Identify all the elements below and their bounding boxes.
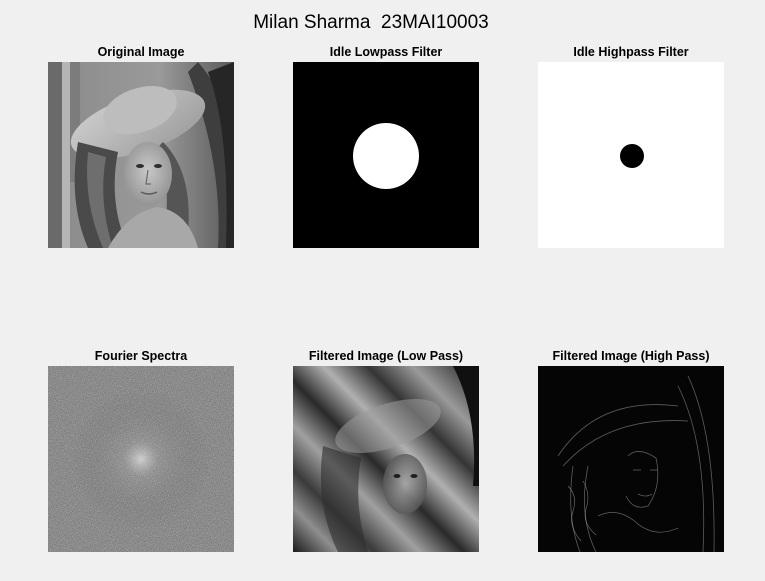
highpass-result-title: Filtered Image (High Pass) — [552, 349, 710, 363]
highpass-result-panel — [538, 366, 724, 552]
lowpass-result-image — [293, 366, 479, 552]
lowpass-filter-mask — [293, 62, 479, 248]
highpass-filter-title: Idle Highpass Filter — [573, 45, 689, 59]
fourier-spectra-panel — [48, 366, 234, 552]
highpass-filter-mask — [538, 62, 724, 248]
figure-title: Milan Sharma 23MAI10003 — [253, 12, 489, 33]
lowpass-filter-title: Idle Lowpass Filter — [329, 45, 443, 59]
lowpass-result-title: Filtered Image (Low Pass) — [308, 349, 464, 363]
lowpass-result-panel — [293, 366, 479, 552]
lowpass-filter-panel — [293, 62, 479, 248]
fourier-spectrum-plot — [48, 366, 234, 552]
original-image-panel — [48, 62, 234, 248]
original-image-portrait — [48, 62, 234, 248]
original-image-title: Original Image — [97, 45, 185, 59]
highpass-result-image — [538, 366, 724, 552]
highpass-filter-panel — [538, 62, 724, 248]
fourier-spectra-title: Fourier Spectra — [94, 349, 188, 363]
